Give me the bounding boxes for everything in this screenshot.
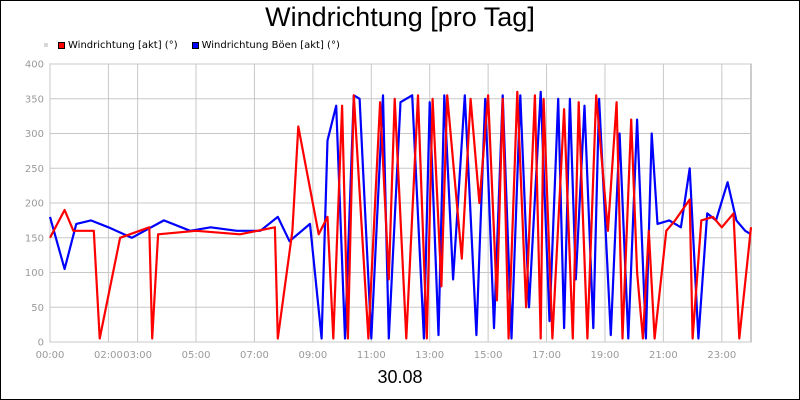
x-axis-label: 30.08 — [377, 367, 423, 387]
y-tick-label: 250 — [25, 164, 44, 175]
series-line-0 — [49, 90, 753, 340]
legend-item-series-1: Windrichtung Böen [akt] (°) — [191, 39, 340, 51]
chart-title: Windrichtung [pro Tag] — [265, 2, 535, 32]
legend-swatch-series-1 — [191, 41, 199, 49]
x-tick-label: 07:00 — [240, 350, 269, 361]
legend-dot-icon — [44, 43, 48, 47]
x-tick-label: 21:00 — [649, 350, 678, 361]
legend-item-series-0: Windrichtung [akt] (°) — [58, 40, 178, 51]
legend-label-series-0: Windrichtung [akt] (°) — [68, 39, 178, 51]
x-tick-label: 11:00 — [357, 350, 386, 361]
x-tick-label: 19:00 — [591, 350, 620, 361]
y-tick-label: 350 — [25, 94, 44, 105]
y-tick-label: 150 — [25, 233, 44, 244]
y-tick-label: 0 — [38, 338, 44, 349]
legend-swatch-series-0 — [58, 41, 65, 49]
x-tick-label: 17:00 — [532, 350, 561, 361]
x-tick-label: 00:00 — [36, 350, 65, 361]
x-tick-label: 02:00 — [94, 350, 123, 361]
x-tick-label: 15:00 — [474, 350, 503, 361]
series-line-1 — [48, 90, 752, 340]
x-tick-label: 23:00 — [707, 350, 736, 361]
x-tick-label: 09:00 — [298, 350, 327, 361]
x-tick-label: 03:00 — [123, 350, 152, 361]
legend-label-series-1: Windrichtung Böen [akt] (°) — [201, 39, 340, 51]
x-tick-label: 05:00 — [182, 350, 211, 361]
y-tick-label: 200 — [25, 199, 44, 210]
y-tick-label: 50 — [31, 303, 44, 314]
y-tick-label: 300 — [25, 129, 44, 140]
chart-legend: Windrichtung [akt] (°) Windrichtung Böen… — [44, 38, 354, 52]
y-tick-label: 100 — [25, 268, 44, 279]
y-tick-label: 400 — [25, 60, 44, 71]
x-tick-label: 13:00 — [415, 350, 444, 361]
